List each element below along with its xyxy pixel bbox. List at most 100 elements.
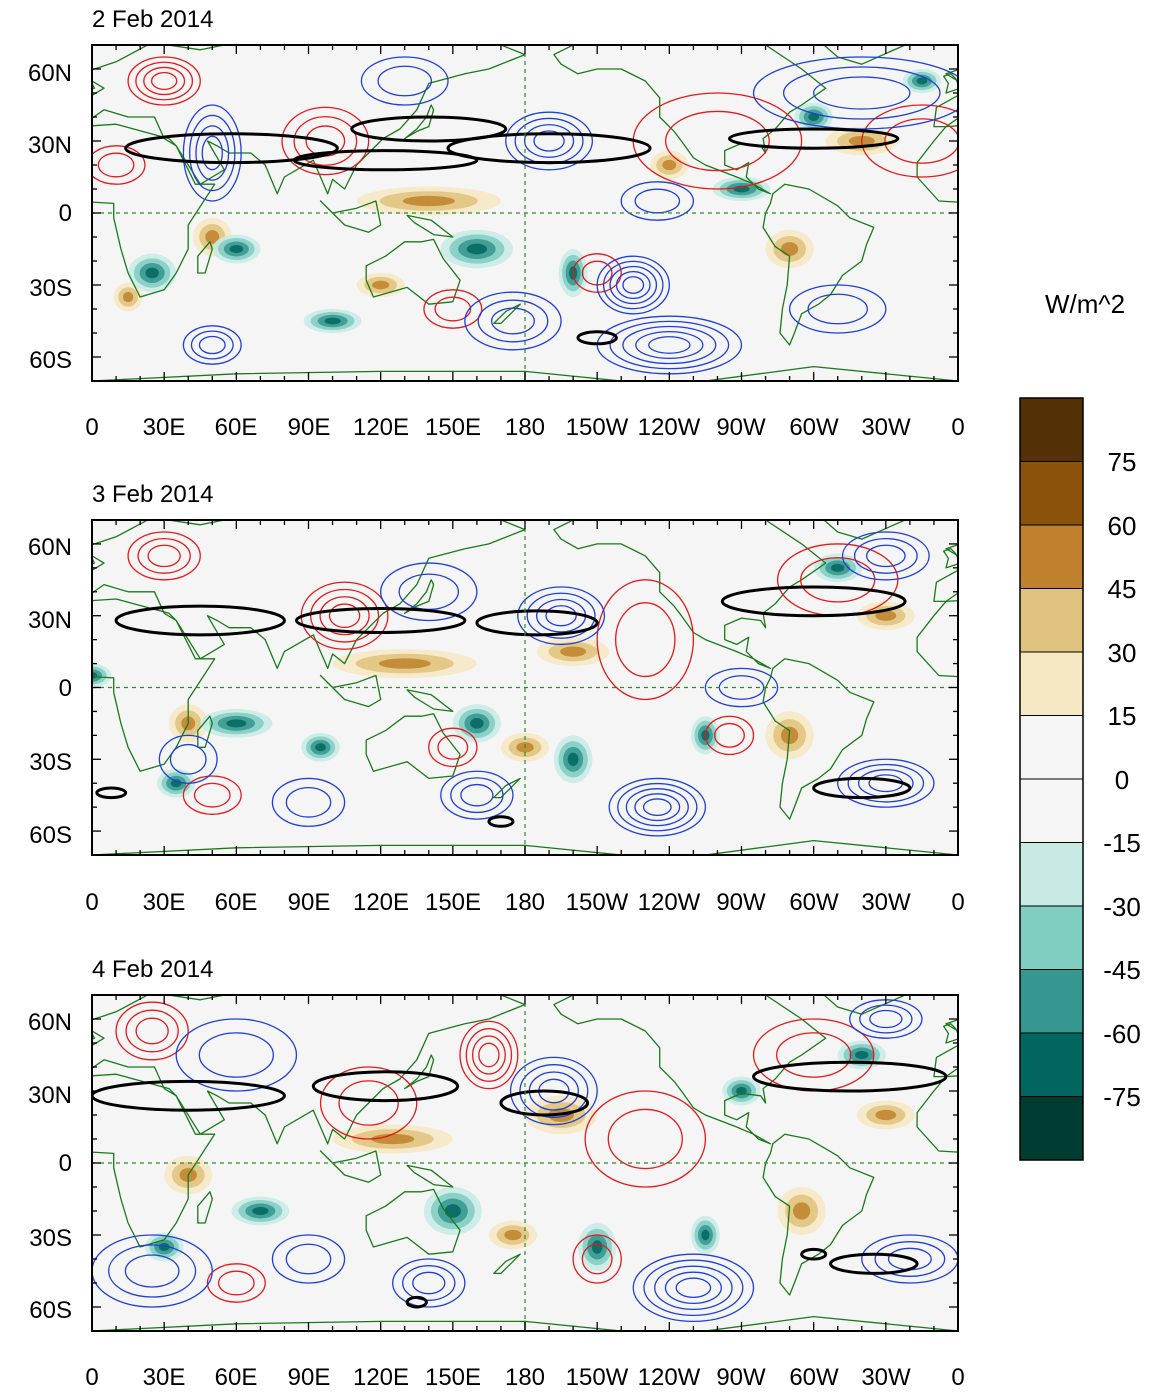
shading-positive-4-level-3: [122, 291, 134, 303]
contour-negative-7-ring-1: [158, 734, 218, 784]
contour-positive-1-ring-2: [293, 116, 358, 166]
colorbar-box-1: [1019, 397, 1084, 462]
panel-2-x-tick-60w: 60W: [789, 889, 839, 916]
shading-positive-2-level-3: [560, 646, 587, 657]
colorbar-frame: [1019, 397, 1084, 1161]
colorbar-box-10: [1019, 969, 1084, 1034]
colorbar-label-75: 75: [1108, 447, 1137, 477]
coastline-greenland-wrap: [822, 520, 906, 540]
panel-1-y-tick-30s: 30S: [29, 275, 72, 302]
shading-positive-1-level-3: [371, 1133, 415, 1145]
shading-negative-4-level-4: [252, 1206, 269, 1216]
shading-negative-5-level-4: [808, 112, 820, 122]
panel-2-y-tick-60s: 60S: [29, 822, 72, 849]
contour-negative-8-ring-2: [634, 188, 681, 214]
colorbar: W/m^2 75 60 45 30 15 0 -15 -30 -45 -60 -…: [1019, 289, 1141, 1161]
panel-3-x-tick-60e: 60E: [215, 1364, 258, 1391]
panel-1-y-tick-60s: 60S: [29, 347, 72, 374]
contour-negative-7-ring-1: [271, 1234, 346, 1284]
contour-negative-5-ring-2: [859, 1004, 913, 1034]
panel-3-y-tick-60n: 60N: [28, 1009, 72, 1036]
shading-negative-5-level-4: [830, 563, 845, 572]
contour-negative-4-ring-2: [609, 320, 730, 370]
colorbar-box-4: [1019, 588, 1084, 653]
coastline-australia: [365, 713, 461, 780]
coastline-greenland: [0, 964, 44, 1014]
contour-negative-5-ring-2: [190, 330, 234, 360]
contour-threshold-4: [720, 585, 907, 618]
contour-positive-7-ring-2: [714, 722, 745, 748]
panel-2-x-tick-90w: 90W: [716, 889, 766, 916]
coastline-madagascar: [197, 241, 213, 274]
contour-positive-1-ring-4: [478, 1042, 500, 1068]
shading-negative-5-level-4: [701, 1229, 710, 1241]
coastline-greenland: [0, 489, 44, 539]
colorbar-label-neg60: -60: [1103, 1019, 1141, 1049]
contour-positive-1-ring-1: [459, 1020, 519, 1090]
contour-threshold-6: [800, 1247, 828, 1261]
colorbar-unit-label: W/m^2: [1045, 289, 1125, 319]
shading-positive-1-level-3: [378, 658, 431, 669]
coastline-north-america-wrap: [553, 520, 827, 670]
contour-negative-1-ring-4: [545, 605, 577, 627]
contour-positive-7-ring-1: [423, 289, 483, 329]
panel-2-x-tick-30w: 30W: [861, 889, 911, 916]
panel-3-x-tick-120w: 120W: [638, 1364, 701, 1391]
contour-positive-7-ring-2: [434, 296, 472, 322]
contour-negative-4-ring-1: [392, 1258, 466, 1308]
contour-threshold-1: [124, 132, 339, 165]
contour-positive-7-ring-1: [704, 715, 755, 756]
shading-positive-2-level-3: [205, 230, 220, 244]
contour-positive-4-ring-1: [182, 775, 242, 815]
map-panel-1: 2 Feb 2014 60N 30N 0 30S 60S 0 30E 60E 9…: [0, 6, 1079, 441]
contour-positive-6-ring-1: [861, 104, 958, 178]
colorbar-label-60: 60: [1108, 511, 1137, 541]
colorbar-label-neg75: -75: [1103, 1082, 1141, 1112]
contour-negative-6-ring-1: [271, 777, 346, 827]
coastline-uk: [92, 556, 96, 565]
panel-1-x-tick-30e: 30E: [143, 414, 186, 441]
coastline-eurasia: [92, 45, 526, 195]
coastline-eurasia-wrap: [933, 69, 958, 128]
coastline-south-america: [0, 184, 8, 345]
contour-positive-4-ring-2: [193, 782, 231, 808]
coastline-madagascar-wrap: [1064, 242, 1079, 273]
contour-negative-1-ring-1: [509, 1056, 598, 1126]
coastline-madagascar: [197, 715, 213, 748]
contour-positive-2-ring-3: [143, 66, 186, 96]
contour-negative-2-ring-5: [642, 798, 672, 816]
coastline-uk-wrap: [942, 1023, 958, 1044]
panel-1-x-tick-90e: 90E: [288, 414, 331, 441]
colorbar-box-12: [1019, 1096, 1084, 1161]
panel-1-y-tick-60n: 60N: [28, 60, 72, 87]
panel-1-x-tick-60w: 60W: [789, 414, 839, 441]
contour-positive-7-ring-2: [581, 1243, 613, 1275]
coastline-africa: [92, 1073, 216, 1248]
panel-1-x-tick-0: 0: [85, 414, 98, 441]
panel-3-y-tick-60s: 60S: [29, 1297, 72, 1324]
contour-negative-4-ring-4: [635, 330, 704, 360]
panel-3-x-tick-0-end: 0: [951, 1364, 964, 1391]
contour-negative-1-ring-1: [517, 586, 606, 646]
contour-negative-3-ring-5: [622, 276, 645, 294]
contour-negative-6-ring-2: [477, 299, 549, 343]
contour-threshold-2: [311, 1070, 460, 1103]
contour-threshold-3: [475, 609, 599, 637]
panel-3-x-tick-30w: 30W: [861, 1364, 911, 1391]
contour-negative-5-ring-3: [460, 783, 494, 807]
contour-positive-2-ring-1: [115, 1001, 189, 1061]
colorbar-box-7: [1019, 778, 1084, 843]
contour-threshold-5: [812, 776, 912, 800]
panel-3-ticks: [91, 994, 959, 1332]
colorbar-box-2: [1019, 461, 1084, 526]
panel-3-x-tick-90w: 90W: [716, 1364, 766, 1391]
contour-positive-2-ring-2: [135, 61, 194, 101]
contour-negative-4-ring-1: [841, 531, 930, 581]
contour-negative-7-ring-2: [782, 66, 941, 120]
coastline-uk: [92, 81, 96, 90]
shading-negative-4-level-4: [229, 244, 244, 254]
contour-negative-8-ring-1: [175, 1018, 298, 1092]
shading-positive-3-level-3: [780, 242, 799, 256]
panel-2-y-tick-30n: 30N: [28, 607, 72, 634]
